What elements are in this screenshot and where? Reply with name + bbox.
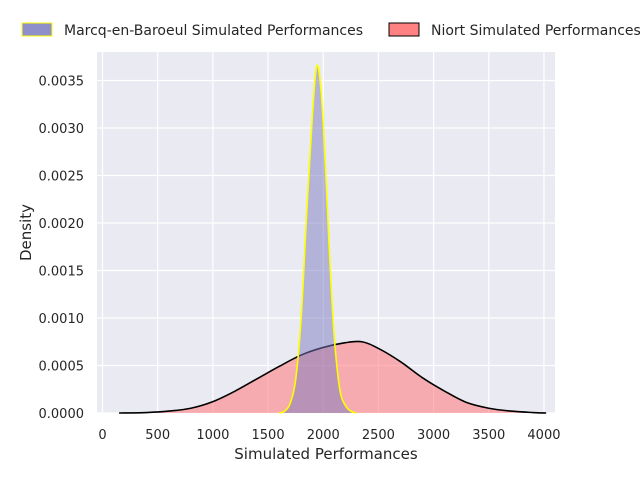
y-tick-label: 0.0025: [39, 170, 85, 185]
x-tick-label: 500: [145, 428, 170, 443]
y-tick-label: 0.0035: [39, 75, 85, 90]
y-tick-label: 0.0030: [39, 122, 85, 137]
legend-swatch-marcq: [21, 22, 53, 37]
series-layer: [119, 64, 547, 414]
y-axis-label: Density: [17, 204, 35, 261]
tick-labels: 0 500 1000 1500 2000 2500 3000 3500 4000 0.0000 0.…: [39, 75, 561, 444]
x-tick-label: 3500: [472, 428, 505, 443]
y-tick-label: 0.0005: [39, 360, 85, 375]
legend-swatch-niort: [388, 22, 420, 37]
y-tick-label: 0.0015: [39, 265, 85, 280]
legend-label-niort: Niort Simulated Performances: [431, 23, 640, 39]
x-tick-label: 4000: [527, 428, 560, 443]
x-tick-label: 0: [98, 428, 106, 443]
y-tick-label: 0.0000: [39, 407, 85, 422]
x-tick-label: 1500: [252, 428, 285, 443]
marcq-density-area: [279, 65, 357, 413]
x-tick-label: 2500: [362, 428, 395, 443]
niort-density-line: [119, 340, 547, 414]
y-tick-label: 0.0010: [39, 312, 85, 327]
y-tick-label: 0.0020: [39, 217, 85, 232]
x-axis-label: Simulated Performances: [234, 445, 418, 463]
x-tick-label: 1000: [196, 428, 229, 443]
legend-label-marcq: Marcq-en-Baroeul Simulated Performances: [64, 23, 363, 39]
marcq-density-line: [278, 64, 357, 414]
x-tick-label: 3000: [417, 428, 450, 443]
legend: Marcq-en-Baroeul Simulated Performances N…: [21, 22, 640, 39]
x-tick-label: 2000: [307, 428, 340, 443]
